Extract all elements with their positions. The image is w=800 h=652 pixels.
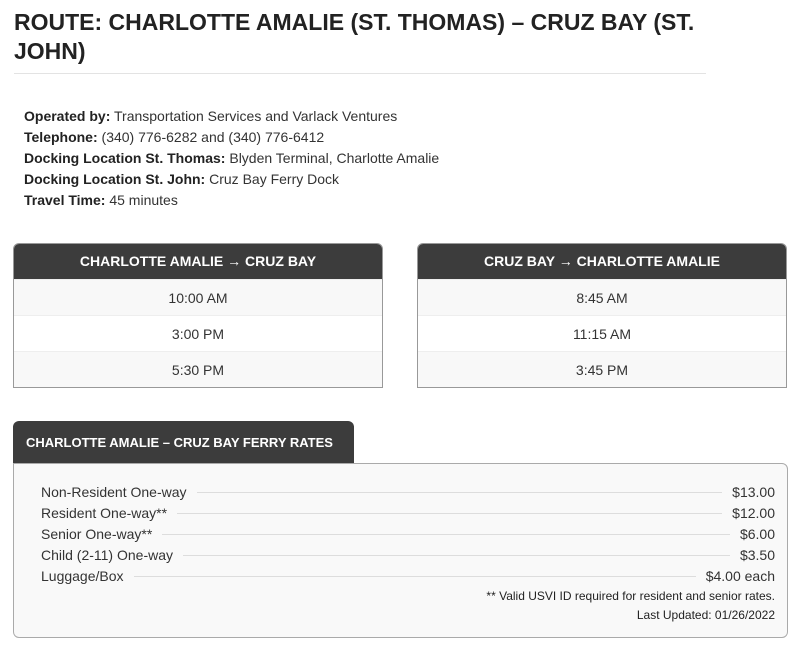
info-travel-time: Travel Time: 45 minutes — [24, 192, 178, 208]
leader-line — [133, 576, 696, 577]
rate-row: Child (2-11) One-way $3.50 — [41, 547, 775, 563]
rate-row: Luggage/Box $4.00 each — [41, 568, 775, 584]
schedule-time: 3:00 PM — [14, 315, 382, 351]
route-info: Operated by: Transportation Services and… — [24, 106, 439, 211]
schedule-time: 3:45 PM — [418, 351, 786, 387]
page-title: ROUTE: CHARLOTTE AMALIE (ST. THOMAS) – C… — [14, 9, 695, 64]
rate-row: Senior One-way** $6.00 — [41, 526, 775, 542]
info-dock-st-john: Docking Location St. John: Cruz Bay Ferr… — [24, 171, 340, 187]
leader-line — [162, 534, 730, 535]
schedule-time: 11:15 AM — [418, 315, 786, 351]
leader-line — [183, 555, 730, 556]
rate-row: Non-Resident One-way $13.00 — [41, 484, 775, 500]
schedule-header: CRUZ BAY → CHARLOTTE AMALIE — [418, 244, 786, 279]
leader-line — [177, 513, 723, 514]
rates-note: ** Valid USVI ID required for resident a… — [486, 589, 775, 603]
last-updated: Last Updated: 01/26/2022 — [636, 608, 775, 622]
info-operator: Operated by: Transportation Services and… — [24, 108, 398, 124]
rates-title: CHARLOTTE AMALIE – CRUZ BAY FERRY RATES — [13, 421, 354, 464]
info-telephone: Telephone: (340) 776-6282 and (340) 776-… — [24, 129, 325, 145]
schedule-time: 5:30 PM — [14, 351, 382, 387]
divider — [14, 73, 706, 74]
rate-row: Resident One-way** $12.00 — [41, 505, 775, 521]
schedule-table-return: CRUZ BAY → CHARLOTTE AMALIE 8:45 AM 11:1… — [417, 243, 787, 388]
schedule-time: 10:00 AM — [14, 279, 382, 315]
schedule-time: 8:45 AM — [418, 279, 786, 315]
schedule-header: CHARLOTTE AMALIE → CRUZ BAY — [14, 244, 382, 279]
leader-line — [196, 492, 723, 493]
info-dock-st-thomas: Docking Location St. Thomas: Blyden Term… — [24, 150, 440, 166]
rates-panel: Non-Resident One-way $13.00 Resident One-… — [13, 463, 788, 638]
schedule-table-outbound: CHARLOTTE AMALIE → CRUZ BAY 10:00 AM 3:0… — [13, 243, 383, 388]
